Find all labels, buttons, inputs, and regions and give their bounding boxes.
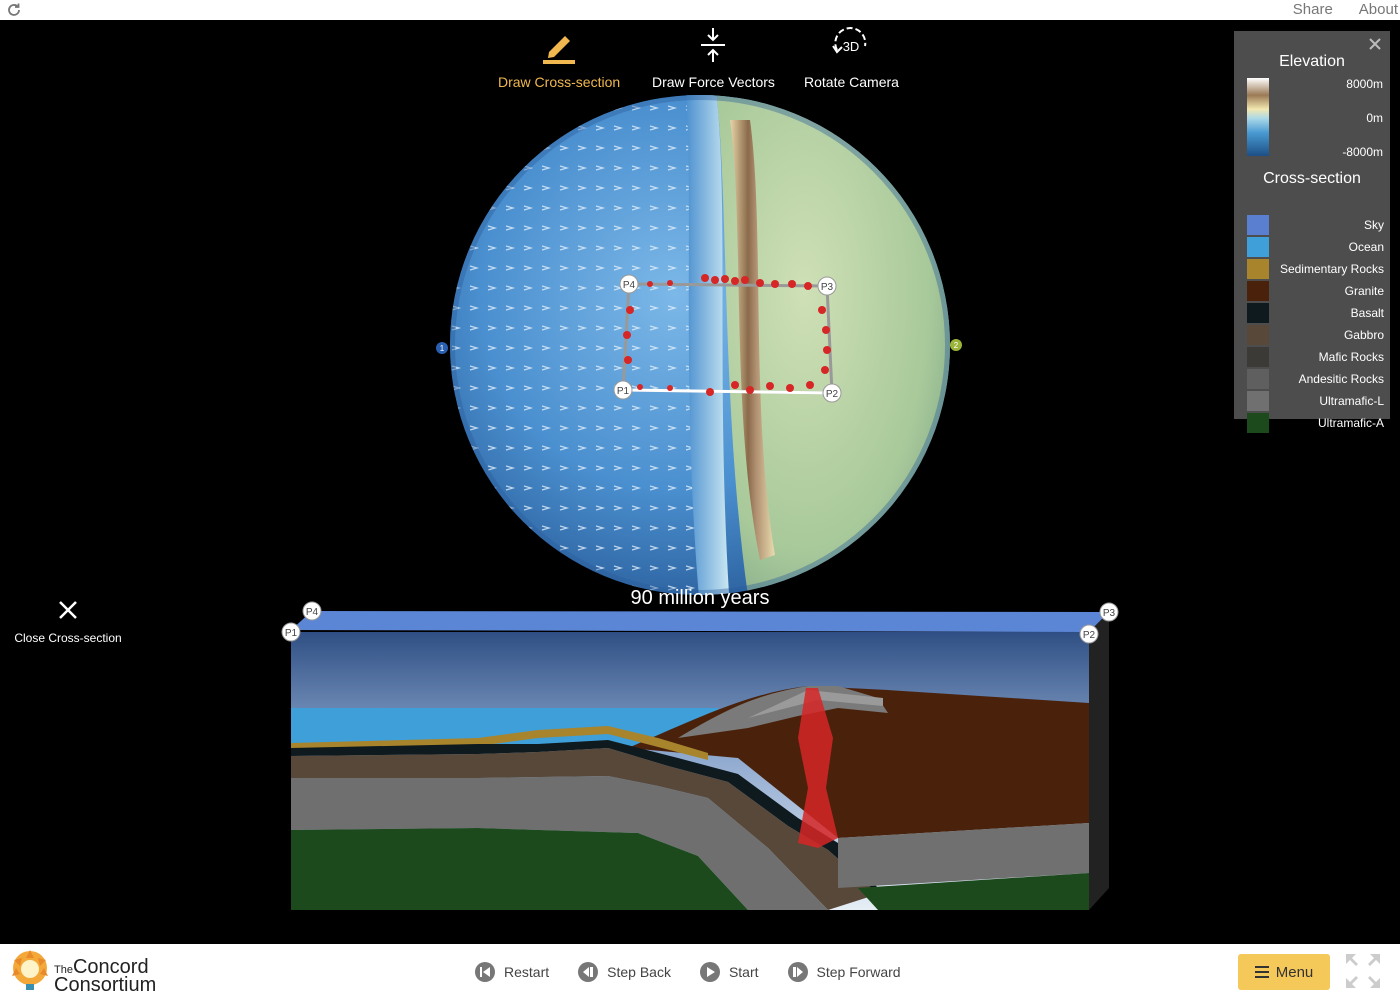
legend-item-label: Sedimentary Rocks [1279,262,1384,276]
step-back-button[interactable]: Step Back [577,961,671,983]
cross-section-point-p2[interactable]: P2 [1079,624,1099,644]
draw-force-vectors-tool[interactable]: Draw Force Vectors [652,24,775,90]
legend-swatch [1247,347,1269,367]
globe-point-p4[interactable]: P4 [619,274,639,294]
step-forward-icon [787,962,808,982]
legend-item: Andesitic Rocks [1247,369,1384,389]
restart-icon [475,962,495,982]
svg-text:P1: P1 [617,386,630,397]
svg-text:P2: P2 [826,389,839,400]
step-forward-button[interactable]: Step Forward [787,961,901,983]
restart-button[interactable]: Restart [474,961,549,983]
boundary-dots [623,274,831,396]
top-links: Share About [1293,0,1400,20]
globe-point-p3[interactable]: P3 [817,276,837,296]
legend-item: Ocean [1247,237,1384,257]
legend-swatch [1247,237,1269,257]
cross-section-legend-title: Cross-section [1263,170,1361,187]
svg-text:P2: P2 [1083,630,1096,641]
svg-text:1: 1 [440,344,445,353]
cross-section-point-p1[interactable]: P1 [281,622,301,642]
share-link[interactable]: Share [1292,1,1333,18]
concord-logo: TheConcord Consortium [8,948,178,996]
top-bar: Share About [0,0,1400,20]
legend-item-label: Mafic Rocks [1318,350,1384,364]
legend-item-label: Ultramafic-A [1317,416,1384,430]
play-icon [699,962,720,982]
concord-logo-icon [12,950,48,990]
close-cross-section-button[interactable]: Close Cross-section [8,598,128,645]
legend-item-label: Sky [1363,218,1384,232]
svg-text:2: 2 [954,341,959,350]
playback-controls: Restart Step Back Start Step Forward [474,961,929,983]
svg-text:3D: 3D [843,39,860,54]
legend-item-label: Ultramafic-L [1319,394,1384,408]
legend-swatch [1247,413,1269,433]
legend-item: Ultramafic-A [1247,413,1384,433]
legend-item: Basalt [1247,303,1384,323]
cross-section-point-p4[interactable]: P4 [302,601,322,621]
elevation-tick-min: -8000m [1342,145,1383,159]
legend-swatch [1247,215,1269,235]
svg-text:P3: P3 [1103,608,1116,619]
globe-point-p1[interactable]: P1 [613,380,633,400]
menu-button[interactable]: Menu [1238,954,1330,990]
step-back-icon [578,962,599,982]
svg-text:P1: P1 [285,628,298,639]
globe[interactable]: P4 P3 P1 P2 1 2 [430,80,970,610]
elevation-gradient [1247,78,1269,156]
hamburger-icon [1254,966,1269,978]
legend-swatch [1247,369,1269,389]
svg-text:P3: P3 [821,282,834,293]
svg-text:P4: P4 [623,280,636,291]
legend-item: Granite [1247,281,1384,301]
force-vectors-icon [691,24,735,68]
tool-bar: Draw Cross-section Draw Force Vectors 3D [0,20,1400,110]
cross-section-view[interactable]: P4 P1 P3 P2 [278,598,1138,938]
svg-text:P4: P4 [306,607,319,618]
draw-cross-section-tool[interactable]: Draw Cross-section [498,24,620,90]
legend-item-label: Gabbro [1343,328,1384,342]
legend-item-label: Granite [1344,284,1384,298]
legend-item: Ultramafic-L [1247,391,1384,411]
legend-item-label: Andesitic Rocks [1298,372,1384,386]
pencil-icon [537,24,581,68]
rotate-camera-tool[interactable]: 3D Rotate Camera [804,24,899,90]
elevation-tick-max: 8000m [1346,77,1383,91]
legend-swatch [1247,281,1269,301]
plate-marker-2[interactable]: 2 [950,339,962,351]
legend-swatch [1247,325,1269,345]
legend-swatch [1247,259,1269,279]
start-button[interactable]: Start [699,961,759,983]
legend-swatch [1247,391,1269,411]
simulation-area: P4 P3 P1 P2 1 2 [0,20,1400,944]
cross-section-point-p3[interactable]: P3 [1099,602,1119,622]
legend-item: Mafic Rocks [1247,347,1384,367]
about-link[interactable]: About [1358,1,1398,18]
rotate-3d-icon: 3D [829,24,873,68]
legend-item-label: Basalt [1350,306,1384,320]
legend-item-label: Ocean [1348,240,1384,254]
elevation-title: Elevation [1279,53,1345,70]
bottom-bar: TheConcord Consortium Restart Step Back [0,944,1400,1000]
legend-panel: Elevation 8000m 0m -8000m Cross-section … [1234,31,1390,433]
legend-item: Gabbro [1247,325,1384,345]
elevation-tick-zero: 0m [1366,111,1383,125]
legend-item: Sedimentary Rocks [1247,259,1384,279]
legend-item: Sky [1247,215,1384,235]
close-icon [59,601,77,619]
legend-swatch [1247,303,1269,323]
plate-marker-1[interactable]: 1 [436,342,448,354]
globe-point-p2[interactable]: P2 [822,383,842,403]
reload-icon[interactable] [6,2,22,18]
legend-close-icon[interactable] [1368,37,1382,51]
fullscreen-icon[interactable] [1344,952,1382,990]
age-label: 90 million years [630,587,770,609]
